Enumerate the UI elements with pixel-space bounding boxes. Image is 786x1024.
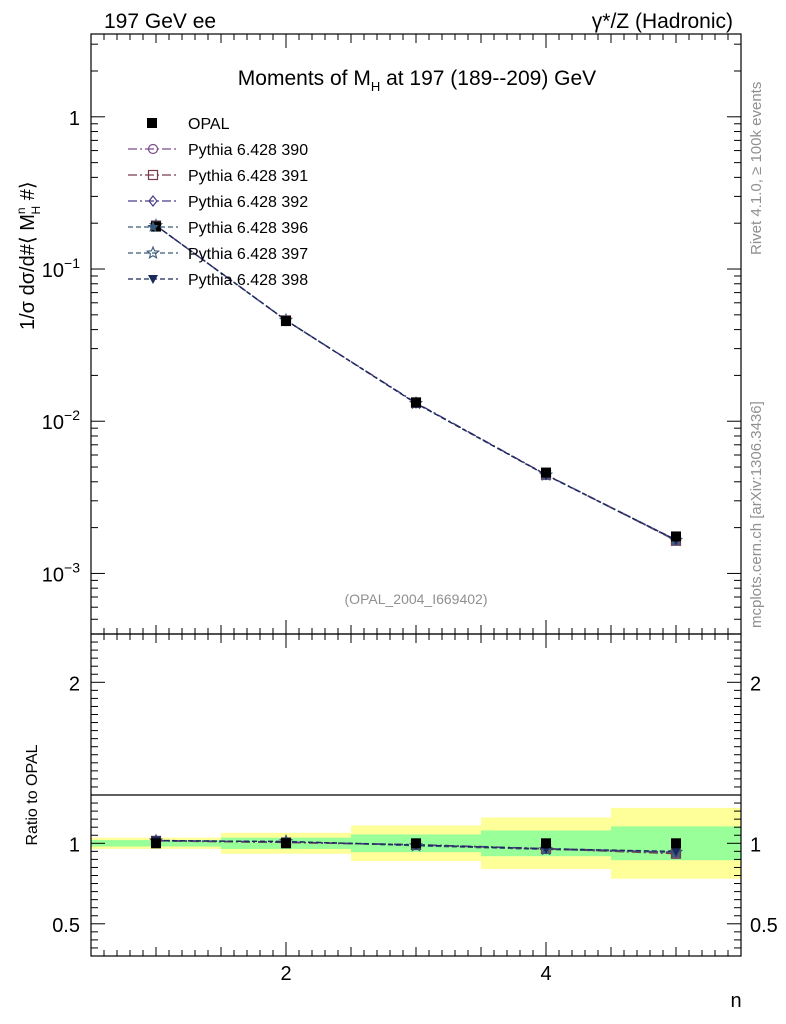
opal-data-point [281,316,291,327]
header-right: γ*/Z (Hadronic) [592,10,733,33]
ratio-y-tick-label-right: 1 [750,834,761,856]
main-y-tick-label: 10−1 [42,255,80,282]
main-y-axis-label-rest: #⟩ [17,181,39,205]
ratio-opal-point [411,838,421,849]
analysis-watermark: (OPAL_2004_I669402) [345,591,488,607]
main-y-tick-label: 10−2 [42,407,80,434]
ratio-y-tick-label: 1 [69,834,80,856]
legend-marker [147,118,157,128]
ratio-axis-ticks [90,633,742,957]
ratio-y-tick-label-right: 0.5 [750,915,778,937]
main-y-tick-label-base: 10 [42,412,64,434]
main-y-tick-label: 1 [69,108,80,130]
ratio-opal-point [671,838,681,849]
main-series-layer [148,218,684,547]
plot-title-main: Moments of M [238,67,371,90]
plot-title-rest: at 197 (189--209) GeV [380,67,596,90]
main-y-tick-label-exponent: −2 [64,407,80,423]
main-y-axis-label-main: 1/σ dσ/d#⟨ M [17,214,39,330]
main-y-axis-label-sup: n [14,207,28,214]
main-y-tick-label-base: 1 [69,108,80,130]
rivet-label: Rivet 4.1.0, ≥ 100k events [748,82,765,255]
legend-label: OPAL [188,116,230,133]
main-axis-ticks [90,34,742,635]
legend-marker [148,195,158,207]
legend-label: Pythia 6.428 391 [188,168,308,185]
main-y-tick-label: 10−3 [42,559,80,586]
opal-data-point [671,531,681,542]
legend-marker [145,245,161,260]
plot-title: Moments of MH at 197 (189--209) GeV [238,67,596,94]
legend-marker [148,275,158,284]
legend-marker [147,169,159,181]
legend-label: Pythia 6.428 397 [188,246,308,263]
ratio-y-tick-label: 0.5 [52,915,80,937]
mcplots-label: mcplots.cern.ch [arXiv:1306.3436] [748,401,765,628]
main-y-axis-label: 1/σ dσ/d#⟨ MnH #⟩ [14,181,43,330]
ratio-y-tick-label: 2 [69,673,80,695]
x-tick-label: 2 [280,963,291,985]
main-y-tick-label-exponent: −1 [64,255,80,271]
legend-marker [147,143,159,155]
main-y-axis-label-sub: H [29,206,43,215]
ratio-series-point [671,847,681,857]
ratio-series-layer [148,833,684,859]
ratio-y-tick-label-right: 2 [750,673,761,695]
ratio-y-axis-label: Ratio to OPAL [24,744,41,845]
header-left: 197 GeV ee [104,10,216,33]
main-y-tick-label-base: 10 [42,260,64,282]
legend: OPAL Pythia 6.428 390 Pythia 6.428 391 Pyth… [128,116,308,289]
legend-label: Pythia 6.428 396 [188,220,308,237]
legend-marker [147,221,159,232]
opal-data-point [411,397,421,408]
legend-label: Pythia 6.428 390 [188,142,308,159]
x-tick-label: 4 [540,963,551,985]
ratio-plot-frame [90,633,742,957]
opal-data-point [541,467,551,478]
main-y-tick-label-exponent: −3 [64,559,80,575]
ratio-opal-point [151,838,161,849]
main-y-tick-label-base: 10 [42,564,64,586]
ratio-y-tick-labels: 0.5 0.5 1 1 2 2 [52,673,778,937]
x-axis-label: n [730,990,741,1012]
plot-title-sub: H [371,79,380,94]
legend-label: Pythia 6.428 398 [188,272,308,289]
ratio-opal-point [281,838,291,849]
main-y-tick-labels: 110−110−210−3 [42,108,80,587]
legend-label: Pythia 6.428 392 [188,194,308,211]
ratio-opal-point [541,838,551,849]
